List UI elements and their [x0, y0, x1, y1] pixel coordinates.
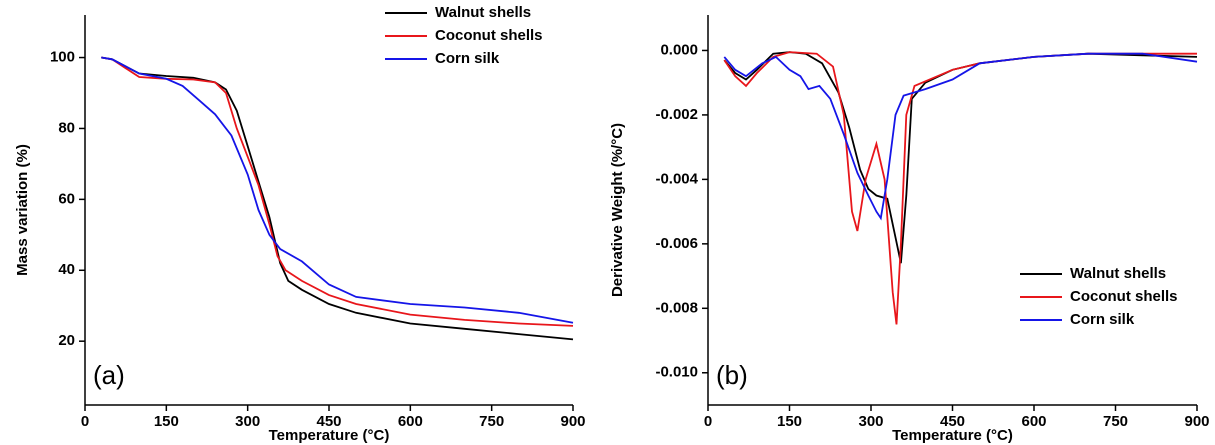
y-tick-label: 60 [58, 190, 75, 207]
series-line [723, 52, 1198, 221]
x-axis-title: Temperature (°C) [892, 427, 1013, 444]
y-tick-label: -0.010 [655, 364, 698, 381]
y-tick-label: -0.008 [655, 299, 698, 316]
x-tick-label: 0 [81, 413, 89, 430]
series-line [723, 51, 1198, 264]
x-tick-label: 300 [858, 413, 883, 430]
y-tick-label: 20 [58, 332, 75, 349]
series-line [101, 56, 574, 327]
y-axis-title: Mass variation (%) [14, 144, 31, 276]
x-tick-label: 750 [1103, 413, 1128, 430]
legend-label: Corn silk [1070, 311, 1135, 328]
x-tick-label: 150 [154, 413, 179, 430]
y-tick-label: -0.004 [655, 170, 698, 187]
x-tick-label: 600 [398, 413, 423, 430]
legend-label: Walnut shells [435, 4, 531, 21]
panel-label: (a) [93, 360, 125, 390]
legend-label: Corn silk [435, 50, 500, 67]
x-tick-label: 750 [479, 413, 504, 430]
panel-label: (b) [716, 360, 748, 390]
x-tick-label: 600 [1021, 413, 1046, 430]
y-tick-label: 40 [58, 261, 75, 278]
x-tick-label: 150 [777, 413, 802, 430]
x-tick-label: 900 [560, 413, 585, 430]
x-tick-label: 450 [940, 413, 965, 430]
y-tick-label: 100 [50, 49, 75, 66]
series-line [101, 56, 574, 341]
y-axis-title: Derivative Weight (%/°C) [609, 123, 626, 297]
y-tick-label: -0.002 [655, 106, 698, 123]
x-tick-label: 0 [704, 413, 712, 430]
series-line [101, 56, 574, 324]
legend-label: Coconut shells [435, 27, 543, 44]
x-tick-label: 900 [1184, 413, 1209, 430]
series-line [723, 51, 1197, 325]
x-axis-title: Temperature (°C) [269, 427, 390, 444]
legend-label: Coconut shells [1070, 288, 1178, 305]
x-tick-label: 300 [235, 413, 260, 430]
legend-label: Walnut shells [1070, 265, 1166, 282]
y-tick-label: 80 [58, 119, 75, 136]
y-tick-label: 0.000 [660, 41, 698, 58]
x-tick-label: 450 [316, 413, 341, 430]
y-tick-label: -0.006 [655, 235, 698, 252]
